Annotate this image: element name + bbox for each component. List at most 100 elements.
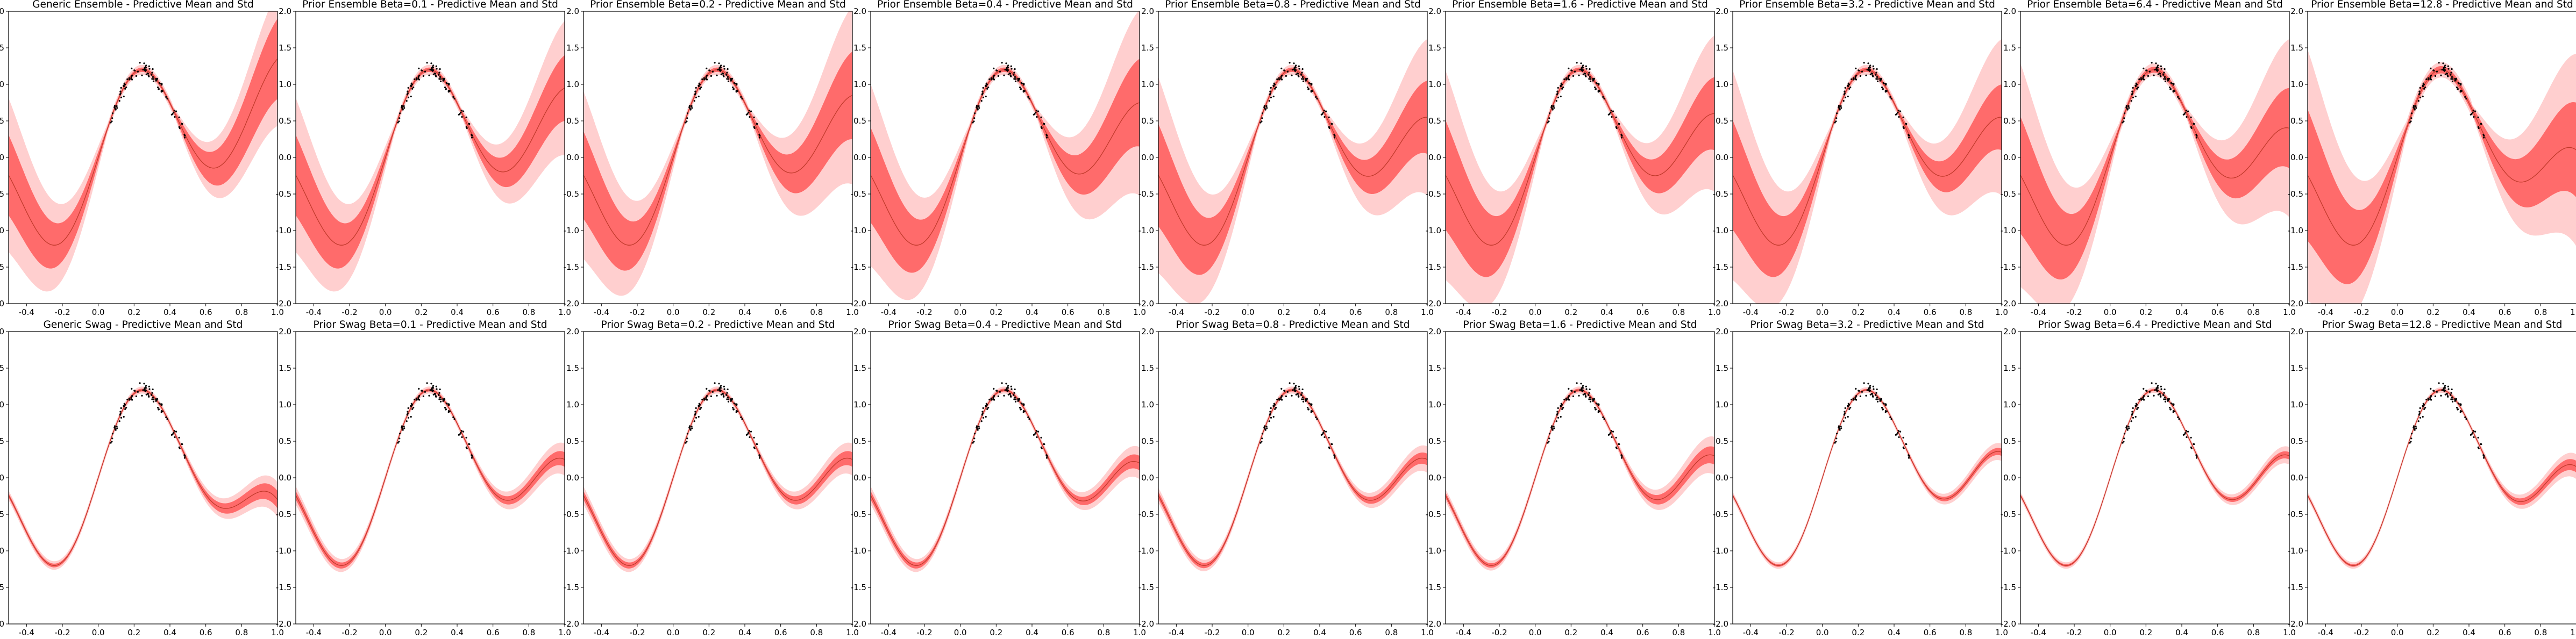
x-tick-label: 0.4	[451, 628, 464, 637]
subplot-16: -0.4 -0.2 0.0 0.2 0.4 0.6 0.8 1.0-2.0-1.5-1.0-0…	[1713, 319, 2008, 637]
y-tick-label: -0.5	[1426, 189, 1441, 199]
y-tick-label: 0.0	[853, 473, 866, 483]
y-tick-label: -2.0	[2288, 619, 2303, 629]
observation-point	[988, 398, 991, 401]
observation-point	[439, 80, 442, 82]
observation-point	[410, 84, 412, 87]
y-tick-label: 2.0	[1716, 327, 1728, 336]
observation-point	[120, 417, 123, 419]
observation-point	[1863, 382, 1865, 384]
x-tick-label: -0.4	[1456, 307, 1471, 317]
x-tick-label: 0.0	[1242, 628, 1255, 637]
y-tick-label: -1.0	[1138, 546, 1154, 556]
observation-point	[1882, 82, 1884, 84]
observation-point	[428, 74, 430, 76]
observation-point	[1568, 67, 1570, 69]
observation-point	[973, 120, 975, 123]
y-tick-label: 0.5	[1141, 436, 1154, 446]
observation-point	[2419, 417, 2422, 419]
observation-point	[2154, 69, 2156, 71]
observation-point	[1298, 388, 1300, 390]
observation-point	[735, 403, 737, 405]
subplot-title: Prior Swag Beta=1.6 - Predictive Mean an…	[1463, 319, 1697, 331]
observation-point	[1855, 67, 1857, 69]
observation-point	[1553, 107, 1555, 109]
observation-point	[1034, 113, 1036, 115]
observation-point	[705, 396, 707, 399]
std1-band	[1158, 67, 1427, 275]
y-tick-label: -2.0	[276, 299, 291, 308]
observation-point	[139, 382, 141, 384]
observation-point	[722, 73, 724, 75]
y-tick-label: -0.5	[2001, 509, 2016, 519]
observation-point	[1275, 407, 1277, 409]
observation-point	[1867, 383, 1869, 385]
observation-point	[698, 415, 700, 418]
observation-point	[403, 427, 405, 429]
observation-point	[2138, 398, 2140, 401]
observation-point	[2410, 120, 2412, 123]
observation-point	[1560, 84, 1562, 87]
observation-point	[1334, 455, 1336, 457]
observation-point	[1004, 69, 1006, 71]
observation-point	[1551, 428, 1553, 430]
observation-point	[695, 96, 698, 98]
y-tick-label: -1.5	[564, 262, 579, 272]
x-tick-label: 1.0	[1421, 307, 1434, 317]
observation-point	[178, 126, 180, 128]
observation-point	[2436, 70, 2438, 73]
y-tick-label: 2.0	[0, 327, 4, 336]
mean-line	[1733, 390, 2002, 566]
observation-point	[1293, 62, 1295, 64]
observation-point	[1020, 88, 1022, 90]
observation-point	[1582, 64, 1584, 67]
observation-point	[119, 90, 122, 92]
y-tick-label: 0.0	[853, 153, 866, 162]
x-tick-label: 0.6	[1062, 628, 1074, 637]
subplot-title: Prior Swag Beta=0.2 - Predictive Mean an…	[601, 319, 835, 331]
std1-band	[2308, 389, 2576, 567]
observation-point	[1013, 392, 1015, 394]
y-tick-label: -0.5	[276, 189, 291, 199]
y-tick-label: 1.0	[2003, 400, 2016, 410]
observation-point	[1589, 76, 1591, 78]
observation-point	[727, 76, 729, 78]
observation-point	[410, 405, 412, 407]
observation-point	[1602, 416, 1604, 419]
observation-point	[2450, 398, 2452, 400]
observation-point	[706, 75, 708, 77]
observation-point	[145, 385, 147, 387]
x-tick-label: 0.8	[1097, 307, 1110, 317]
observation-point	[2140, 78, 2143, 81]
y-tick-label: 1.5	[566, 363, 579, 373]
observation-point	[2155, 67, 2158, 69]
observation-point	[1014, 400, 1017, 403]
observation-point	[1905, 443, 1907, 445]
axes-frame	[295, 331, 565, 624]
subplot-1: -0.4-0.20.00.20.40.60.81.0-2.0-1.5-1.0-0…	[0, 0, 284, 317]
observation-point	[1556, 92, 1559, 95]
observation-point	[407, 407, 409, 410]
observation-point	[1334, 134, 1336, 137]
observation-point	[1853, 78, 1855, 81]
observation-point	[1844, 417, 1847, 419]
observation-point	[160, 410, 162, 412]
observation-point	[1046, 455, 1048, 457]
x-tick-label: 0.0	[2391, 307, 2404, 317]
x-tick-label: 0.4	[1888, 628, 1901, 637]
y-tick-label: 0.5	[1428, 436, 1441, 446]
observation-point	[465, 126, 467, 128]
observation-point	[1045, 457, 1048, 459]
x-tick-label: -0.4	[594, 307, 609, 317]
observation-point	[1022, 83, 1024, 85]
x-tick-label: 0.2	[702, 307, 715, 317]
observation-point	[2477, 116, 2479, 118]
y-tick-label: 2.0	[1716, 6, 1728, 16]
observation-point	[2472, 430, 2474, 432]
observation-point	[982, 96, 985, 98]
observation-point	[131, 67, 133, 69]
y-tick-label: -0.5	[564, 189, 579, 199]
observation-point	[1589, 68, 1591, 70]
observation-point	[976, 426, 978, 428]
observation-point	[2438, 62, 2440, 64]
